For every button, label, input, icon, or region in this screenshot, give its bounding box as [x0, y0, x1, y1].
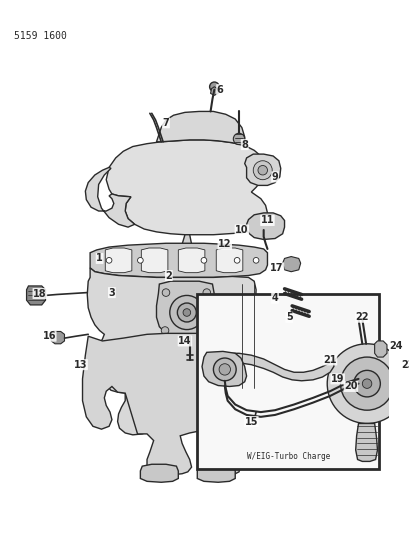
Text: 11: 11 — [260, 215, 274, 225]
Circle shape — [177, 303, 196, 322]
Polygon shape — [355, 424, 377, 462]
Text: 3: 3 — [108, 288, 115, 297]
Text: 14: 14 — [178, 336, 191, 346]
Text: 5159 1600: 5159 1600 — [14, 31, 67, 41]
Text: 18: 18 — [33, 288, 47, 298]
Circle shape — [182, 309, 190, 316]
Circle shape — [162, 289, 169, 296]
Text: 9: 9 — [271, 172, 278, 182]
Text: 24: 24 — [389, 341, 402, 351]
Polygon shape — [178, 248, 204, 273]
Text: 8: 8 — [240, 140, 247, 150]
Circle shape — [233, 133, 244, 144]
Text: 10: 10 — [234, 225, 248, 235]
Circle shape — [234, 257, 239, 263]
Circle shape — [169, 295, 203, 329]
Polygon shape — [90, 243, 267, 277]
Circle shape — [326, 344, 406, 424]
Circle shape — [353, 370, 380, 397]
Polygon shape — [374, 341, 386, 357]
Text: 4: 4 — [271, 293, 278, 303]
Polygon shape — [202, 351, 246, 386]
Polygon shape — [105, 248, 132, 273]
Text: W/EIG-Turbo Charge: W/EIG-Turbo Charge — [246, 453, 329, 462]
Circle shape — [209, 82, 218, 92]
Polygon shape — [210, 87, 218, 95]
Text: 17: 17 — [270, 263, 283, 273]
Circle shape — [200, 257, 206, 263]
Polygon shape — [246, 213, 284, 239]
Text: 13: 13 — [74, 360, 87, 370]
Polygon shape — [216, 248, 242, 273]
Polygon shape — [180, 235, 191, 262]
Circle shape — [253, 161, 272, 180]
Polygon shape — [140, 464, 178, 482]
Polygon shape — [82, 333, 256, 475]
Circle shape — [161, 327, 169, 334]
Text: 5: 5 — [285, 312, 292, 322]
Polygon shape — [87, 268, 256, 435]
Text: 7: 7 — [162, 118, 169, 128]
Circle shape — [218, 364, 230, 375]
Circle shape — [213, 358, 236, 381]
Polygon shape — [206, 353, 333, 381]
Circle shape — [202, 289, 210, 296]
Text: 22: 22 — [355, 312, 368, 322]
Text: 1: 1 — [96, 253, 103, 263]
Polygon shape — [156, 281, 216, 337]
Circle shape — [362, 379, 371, 389]
Text: 23: 23 — [400, 360, 409, 370]
Polygon shape — [85, 167, 134, 227]
Text: 12: 12 — [218, 239, 231, 249]
Text: 6: 6 — [216, 85, 223, 95]
Circle shape — [253, 257, 258, 263]
Circle shape — [203, 327, 211, 334]
Polygon shape — [244, 154, 280, 185]
Text: 20: 20 — [343, 382, 357, 391]
Polygon shape — [51, 332, 64, 344]
Polygon shape — [106, 140, 267, 235]
Text: 15: 15 — [244, 417, 258, 426]
Polygon shape — [141, 248, 167, 273]
Circle shape — [137, 257, 143, 263]
Circle shape — [106, 257, 112, 263]
Text: 16: 16 — [43, 331, 56, 341]
Polygon shape — [197, 464, 235, 482]
Text: 21: 21 — [323, 355, 336, 365]
Circle shape — [257, 165, 267, 175]
Text: 19: 19 — [330, 374, 344, 384]
Polygon shape — [248, 419, 263, 432]
Circle shape — [339, 357, 393, 410]
Bar — [197, 294, 378, 469]
Polygon shape — [27, 286, 45, 305]
Text: 2: 2 — [165, 271, 172, 280]
Polygon shape — [156, 111, 244, 146]
Polygon shape — [282, 256, 300, 272]
